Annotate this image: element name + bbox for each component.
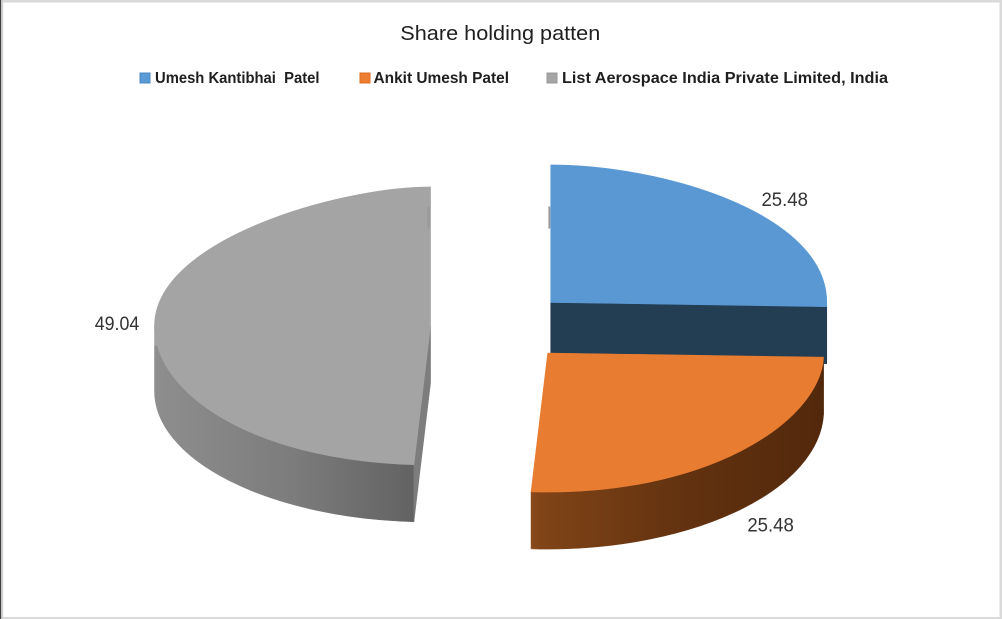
svg-text:49.04: 49.04 bbox=[95, 314, 140, 335]
svg-text:Umesh Kantibhai Patel: Umesh Kantibhai Patel bbox=[155, 70, 320, 87]
svg-text:Share holding patten: Share holding patten bbox=[400, 22, 600, 45]
svg-text:25.48: 25.48 bbox=[747, 516, 794, 537]
svg-text:25.48: 25.48 bbox=[761, 190, 808, 211]
svg-text:Ankit Umesh Patel: Ankit Umesh Patel bbox=[374, 70, 510, 87]
svg-text:List Aerospace India Private L: List Aerospace India Private Limited, In… bbox=[562, 70, 888, 87]
